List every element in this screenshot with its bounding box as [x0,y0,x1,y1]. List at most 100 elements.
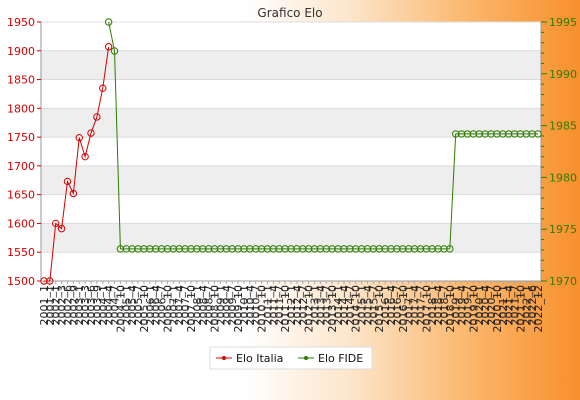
elo-fide-point [210,245,219,253]
elo-fide-point [228,245,236,253]
elo-italia-point [81,152,89,161]
elo-fide-point [457,130,466,138]
y-left-tick-label: 1500 [7,275,35,288]
x-tick-label: 2020_7 [485,285,498,326]
plot-band [41,50,541,80]
elo-fide-point [175,245,183,253]
elo-fide-point [299,245,307,253]
elo-fide-point [387,245,395,253]
elo-italia-point [40,277,48,285]
x-tick-label: 2019_1 [450,285,463,326]
x-tick-label: 2005_1 [120,285,133,326]
x-tick-label: 2008_4 [197,285,210,326]
elo-fide-point [134,245,142,253]
x-tick-label: 2019_4 [456,285,469,326]
elo-italia-point [99,84,107,92]
x-tick-label: 2014_4 [338,285,351,326]
y-right-tick-label: 1975 [549,223,577,236]
elo-fide-point [481,130,489,138]
x-tick-label: 2003_9 [91,285,104,326]
elo-fide-point [269,245,278,253]
elo-fide-point [287,245,295,253]
elo-fide-point [157,245,166,253]
x-tick-label: 2015_10 [373,285,386,333]
y-left-tick-label: 1850 [7,74,35,87]
x-tick-label: 2007_7 [179,285,192,326]
x-tick-label: 2016_10 [397,285,410,333]
elo-fide-point [257,245,266,253]
elo-fide-point [252,245,260,253]
elo-fide-point [446,245,454,253]
elo-fide-point [240,245,248,253]
x-tick-label: 2022_1 [520,285,533,326]
elo-fide-point [152,245,160,253]
x-tick-label: 2009_1 [214,285,227,326]
y-axis-right: 1970 1975 1980 1985 1990 1995 [541,16,577,288]
x-tick-label: 2019_7 [461,285,474,326]
elo-fide-point [393,245,401,253]
x-tick-label: 2004_4 [103,285,116,326]
x-tick-label: 2002_9 [67,285,80,326]
elo-italia-point [57,224,66,233]
x-tick-label: 2001_1 [38,285,51,326]
x-tick-label: 2001_1 [44,285,57,326]
x-tick-label: 2006_1 [144,285,157,326]
x-tick-label: 2007_10 [185,285,198,333]
x-tick-label: 2015_1 [356,285,369,326]
x-tick-label: 2003_1 [73,285,86,326]
y-right-tick-label: 1970 [549,275,577,288]
x-tick-label: 2017_10 [420,285,433,333]
x-tick-label: 2007_1 [167,285,180,326]
plot-band [41,79,541,109]
x-tick-label: 2007_4 [173,285,186,326]
elo-fide-point [428,245,436,253]
x-tick-label: 2021_10 [514,285,527,333]
x-tick-label: 2016_7 [391,285,404,326]
legend-fide-marker [304,356,308,360]
plot-band [41,223,541,253]
x-tick-label: 2005_7 [132,285,145,326]
elo-fide-point [381,245,389,253]
y-left-tick-label: 1550 [7,246,35,259]
x-tick-label: 2004_1 [97,285,110,326]
x-tick-label: 2014_10 [350,285,363,333]
elo-fide-point [322,245,330,253]
x-tick-label: 2008_7 [203,285,216,326]
x-tick-label: 2016_4 [385,285,398,326]
plot-band [41,22,541,51]
x-tick-label: 2003_3 [79,285,92,326]
elo-fide-point [504,130,513,138]
x-tick-label: 2014_1 [332,285,345,326]
elo-fide-point [522,130,530,138]
elo-italia-point [87,129,95,137]
elo-italia-point [46,277,54,285]
gridlines [40,21,542,282]
elo-fide-point [304,245,313,253]
elo-fide-point [246,245,254,253]
x-tick-label: 2002_3 [56,285,69,326]
x-tick-label: 2019_10 [467,285,480,333]
x-tick-label: 2013_7 [320,285,333,326]
x-tick-label: 2005_10 [138,285,151,333]
elo-fide-point [346,245,354,253]
x-tick-label: 2022_12 [532,285,545,333]
elo-fide-point [404,245,413,253]
x-tick-label: 2013_4 [314,285,327,326]
elo-fide-point [104,18,113,26]
x-tick-label: 2011_1 [261,285,274,326]
x-tick-label: 2017_4 [409,285,422,326]
x-tick-label: 2017_1 [403,285,416,326]
x-tick-label: 2006_7 [156,285,169,326]
x-tick-label: 2010_1 [238,285,251,326]
elo-fide-point [122,245,130,253]
elo-fide-point [440,245,448,253]
elo-fide-point [528,130,536,138]
x-tick-label: 2020_4 [479,285,492,326]
elo-italia-point [63,177,72,186]
elo-fide-point [340,245,348,253]
x-tick-label: 2012_7 [297,285,310,326]
x-tick-label: 2011_4 [267,285,280,326]
y-axis-left: 1500 1550 1600 1650 1700 1750 1800 1850 1900 1950 [7,16,41,288]
legend-fide-label: Elo FIDE [318,352,363,365]
